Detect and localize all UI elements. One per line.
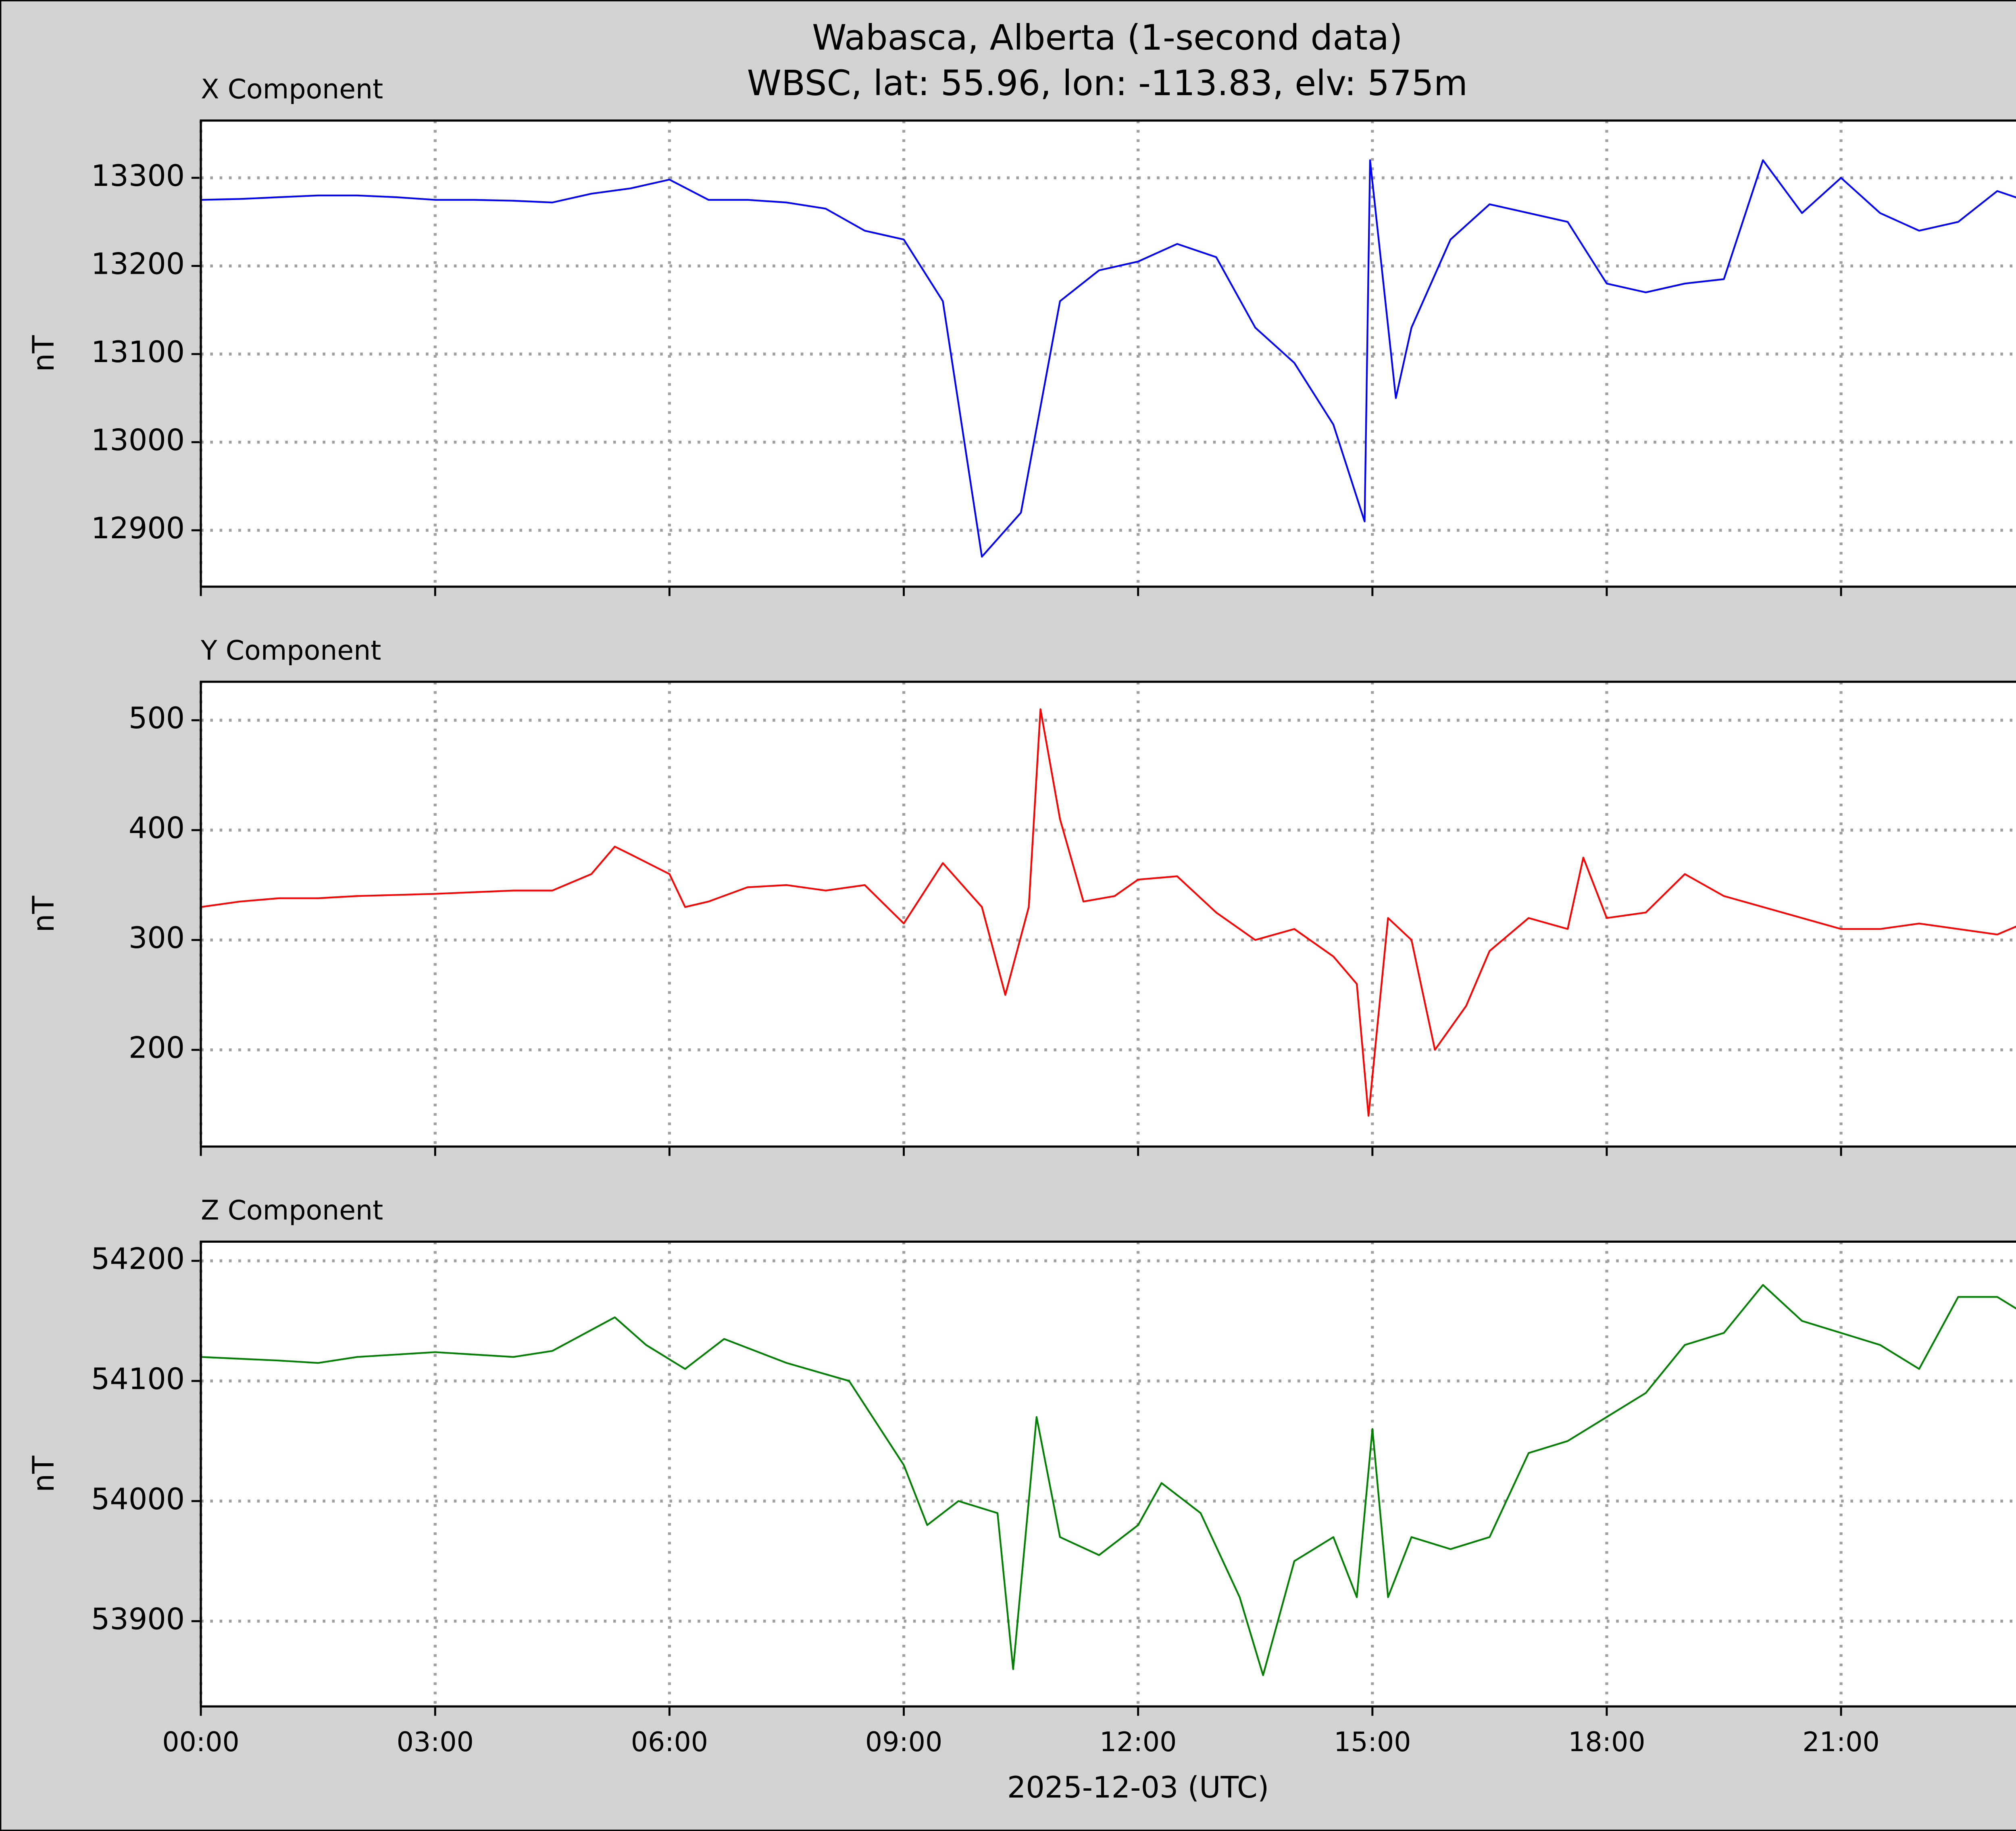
y-tick-label: 54200 [91,1242,185,1276]
x-tick-label: 18:00 [1568,1726,1645,1758]
plot-frame [200,119,2016,588]
y-tick-label: 13300 [91,159,185,193]
chart-title: Wabasca, Alberta (1-second data) [812,18,1403,58]
data-line [201,1284,2016,1676]
y-tick-label: 300 [129,921,185,955]
y-axis-label: nT [27,335,61,372]
y-tick-label: 500 [129,701,185,735]
panel-title: Y Component [200,635,381,666]
y-axis-label: nT [27,896,61,932]
plot-frame [200,1240,2016,1708]
y-tick-label: 13100 [91,335,185,369]
x-tick-label: 12:00 [1100,1726,1177,1758]
x-tick-label: 03:00 [397,1726,474,1758]
y-tick-label: 54000 [91,1482,185,1516]
chart-subtitle: WBSC, lat: 55.96, lon: -113.83, elv: 575… [747,63,1468,104]
data-line [200,708,2016,1117]
plot-area [201,1241,2016,1707]
panel-title: X Component [201,73,383,105]
plot-frame [200,681,2016,1148]
y-tick-label: 12900 [91,511,185,546]
y-axis-label: nT [27,1456,61,1492]
x-tick-label: 09:00 [865,1726,942,1758]
y-tick-label: 400 [129,811,185,846]
y-tick-label: 54100 [91,1362,185,1396]
panel-title: Z Component [201,1194,383,1226]
y-tick-label: 200 [129,1031,185,1065]
plot-area [201,681,2016,1147]
x-tick-label: 15:00 [1334,1726,1411,1758]
y-tick-label: 13200 [91,247,185,281]
x-tick-label: 21:00 [1802,1726,1879,1758]
data-line [201,159,2016,558]
y-tick-label: 53900 [91,1602,185,1637]
x-axis-label: 2025-12-03 (UTC) [1007,1771,1269,1805]
x-tick-label: 00:00 [162,1726,239,1758]
y-tick-label: 13000 [91,423,185,458]
x-tick-label: 06:00 [631,1726,708,1758]
